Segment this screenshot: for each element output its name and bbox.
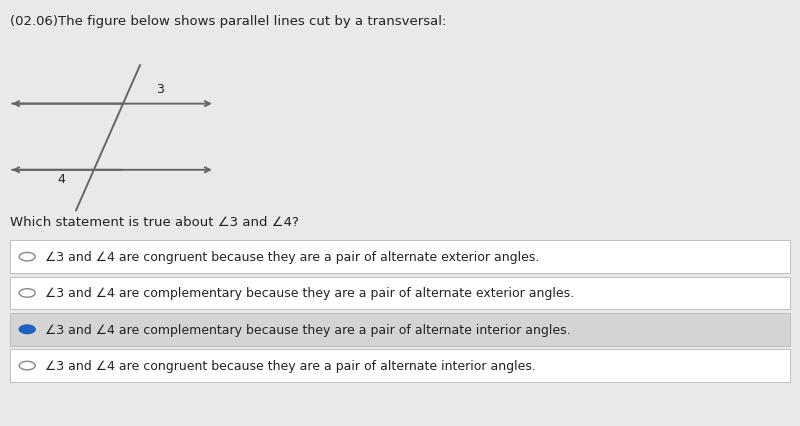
- Circle shape: [19, 325, 35, 334]
- Text: (02.06)The figure below shows parallel lines cut by a transversal:: (02.06)The figure below shows parallel l…: [10, 15, 446, 28]
- FancyBboxPatch shape: [10, 277, 790, 310]
- FancyBboxPatch shape: [10, 313, 790, 346]
- FancyBboxPatch shape: [10, 241, 790, 273]
- Text: Which statement is true about ∠3 and ∠4?: Which statement is true about ∠3 and ∠4?: [10, 215, 299, 228]
- Text: 3: 3: [156, 83, 164, 96]
- Text: ∠3 and ∠4 are congruent because they are a pair of alternate interior angles.: ∠3 and ∠4 are congruent because they are…: [45, 359, 536, 372]
- Text: ∠3 and ∠4 are complementary because they are a pair of alternate interior angles: ∠3 and ∠4 are complementary because they…: [45, 323, 570, 336]
- FancyBboxPatch shape: [10, 349, 790, 382]
- Text: ∠3 and ∠4 are complementary because they are a pair of alternate exterior angles: ∠3 and ∠4 are complementary because they…: [45, 287, 574, 300]
- Circle shape: [19, 253, 35, 262]
- Text: ∠3 and ∠4 are congruent because they are a pair of alternate exterior angles.: ∠3 and ∠4 are congruent because they are…: [45, 250, 539, 264]
- Circle shape: [19, 289, 35, 297]
- Text: 4: 4: [58, 173, 66, 185]
- Circle shape: [19, 361, 35, 370]
